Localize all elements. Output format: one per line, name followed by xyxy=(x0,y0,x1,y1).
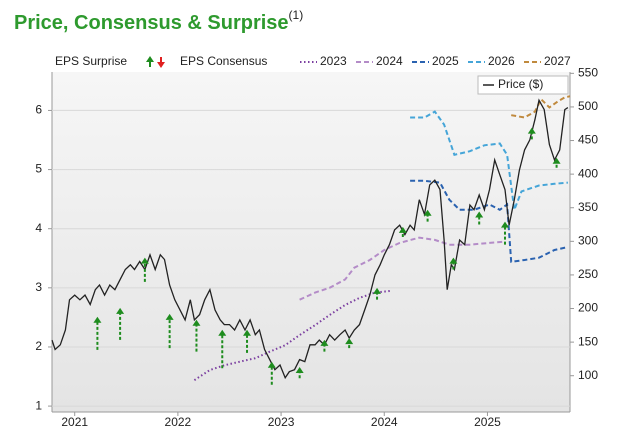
x-tick-label: 2024 xyxy=(371,415,398,429)
y-tick-label: 5 xyxy=(35,162,42,176)
consensus-line xyxy=(410,110,568,211)
surprise-arrowhead xyxy=(398,226,407,233)
x-tick-label: 2025 xyxy=(474,415,501,429)
y2-tick-label: 100 xyxy=(578,368,598,382)
surprise-arrowhead xyxy=(345,338,354,345)
surprise-arrowhead xyxy=(165,313,174,320)
x-tick-label: 2023 xyxy=(268,415,295,429)
consensus-line xyxy=(511,95,571,119)
y2-tick-label: 200 xyxy=(578,301,598,315)
legend-up-arrow xyxy=(146,56,154,67)
legend-label: 2025 xyxy=(432,54,459,68)
surprise-arrowhead xyxy=(267,361,276,368)
y-tick-label: 1 xyxy=(35,398,42,412)
legend-label: EPS Surprise xyxy=(55,54,127,68)
y2-tick-label: 500 xyxy=(578,99,598,113)
legend-label: 2026 xyxy=(488,54,515,68)
plot-area xyxy=(52,72,570,412)
y2-tick-label: 250 xyxy=(578,267,598,281)
surprise-arrowhead xyxy=(500,221,509,228)
legend-label: 2027 xyxy=(544,54,571,68)
legend-label: 2024 xyxy=(376,54,403,68)
price-legend-box xyxy=(477,75,569,95)
y-tick-label: 3 xyxy=(35,280,42,294)
surprise-arrowhead xyxy=(423,209,432,216)
y-tick-label: 6 xyxy=(35,103,42,117)
title-note: (1) xyxy=(289,8,304,22)
y2-tick-label: 300 xyxy=(578,233,598,247)
surprise-arrowhead xyxy=(552,157,561,164)
y2-tick-label: 400 xyxy=(578,166,598,180)
consensus-line xyxy=(299,236,506,301)
chart-title: Price, Consensus & Surprise xyxy=(14,12,289,34)
price-line xyxy=(51,98,569,380)
surprise-arrowhead xyxy=(93,316,102,323)
chart-title-group: Price, Consensus & Surprise(1) xyxy=(14,8,303,34)
legend-label: EPS Consensus xyxy=(180,54,267,68)
y2-tick-label: 450 xyxy=(578,133,598,147)
surprise-arrowhead xyxy=(218,329,227,336)
surprise-arrowhead xyxy=(373,287,382,294)
y-tick-label: 4 xyxy=(35,221,42,235)
y2-tick-label: 550 xyxy=(578,66,598,80)
surprise-arrowhead xyxy=(116,307,125,314)
surprise-arrowhead xyxy=(527,127,536,134)
surprise-arrowhead xyxy=(320,339,329,346)
surprise-arrowhead xyxy=(475,211,484,218)
y2-tick-label: 150 xyxy=(578,334,598,348)
legend-down-arrow xyxy=(157,57,165,68)
surprise-arrowhead xyxy=(140,257,149,264)
legend-label: 2023 xyxy=(320,54,347,68)
surprise-arrowhead xyxy=(243,329,252,336)
consensus-line xyxy=(193,289,392,381)
legend-label: Price ($) xyxy=(498,77,543,91)
x-tick-label: 2021 xyxy=(61,415,88,429)
consensus-line xyxy=(410,179,569,263)
y-tick-label: 2 xyxy=(35,339,42,353)
x-tick-label: 2022 xyxy=(165,415,192,429)
y2-tick-label: 350 xyxy=(578,200,598,214)
surprise-arrowhead xyxy=(295,367,304,374)
surprise-arrowhead xyxy=(192,319,201,326)
surprise-arrowhead xyxy=(449,257,458,264)
